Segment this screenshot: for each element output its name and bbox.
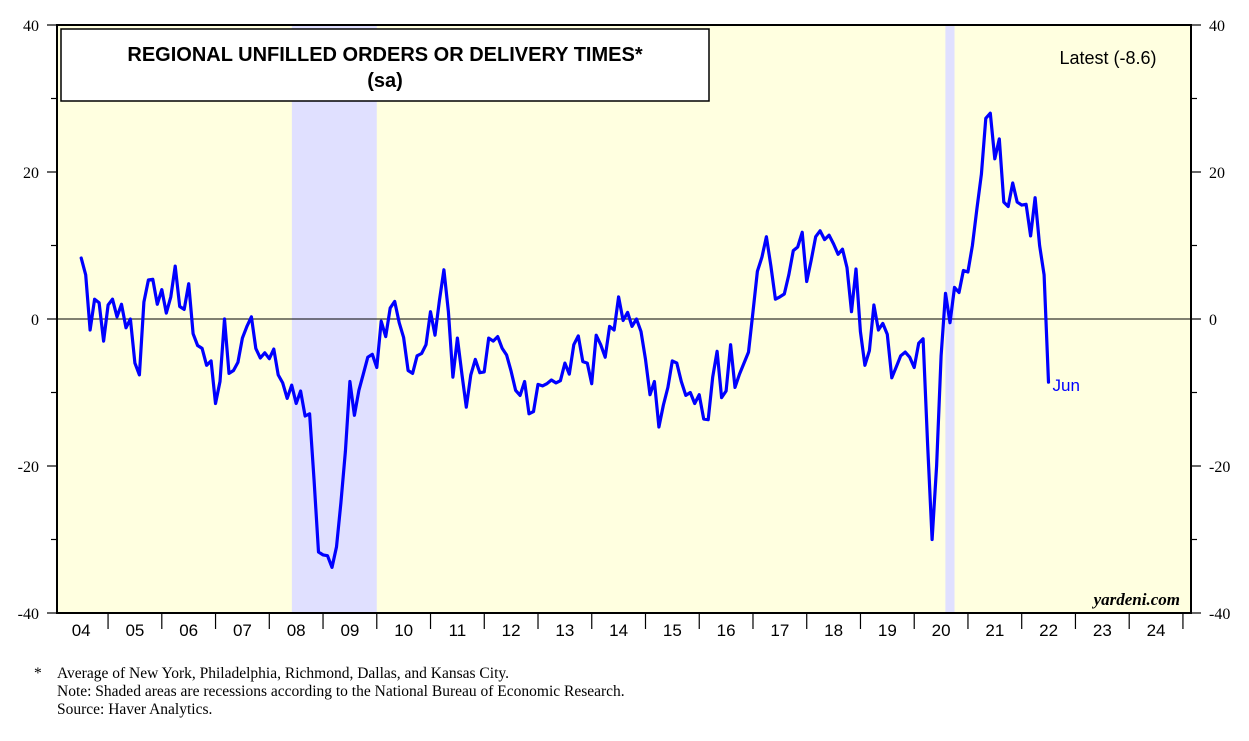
series-line-1 — [79, 111, 1051, 570]
x-tick-label: 09 — [340, 621, 359, 640]
watermark: yardeni.com — [1092, 590, 1180, 609]
y-tick-label-left: -20 — [18, 459, 39, 476]
y-tick-label-left: 40 — [23, 18, 39, 35]
y-tick-label-right: -40 — [1209, 606, 1230, 623]
footnote-marker: * — [34, 665, 42, 682]
x-tick-label: 08 — [287, 621, 306, 640]
x-tick-label: 06 — [179, 621, 198, 640]
x-tick-label: 20 — [932, 621, 951, 640]
y-tick-label-left: -40 — [18, 606, 39, 623]
x-tick-label: 15 — [663, 621, 682, 640]
chart: -40 -20 0 20 40 -40 -20 0 20 40 04 05 06 07 08 09 10 11… — [18, 18, 1231, 640]
title-box: REGIONAL UNFILLED ORDERS OR DELIVERY TIM… — [60, 28, 710, 102]
x-tick-label: 16 — [717, 621, 736, 640]
footnote-note: Note: Shaded areas are recessions accord… — [57, 683, 625, 700]
x-tick-label: 18 — [824, 621, 843, 640]
y-tick-label-right: -20 — [1209, 459, 1230, 476]
latest-value-label: Latest (-8.6) — [1059, 48, 1156, 68]
x-tick-label: 23 — [1093, 621, 1112, 640]
x-tick-label: 12 — [502, 621, 521, 640]
end-point-label: Jun — [1053, 376, 1080, 395]
tick-marks — [47, 24, 1201, 629]
y-axis-right: -40 -20 0 20 40 — [1209, 18, 1230, 623]
y-tick-label-left: 20 — [23, 165, 39, 182]
x-tick-label: 13 — [555, 621, 574, 640]
series-layer — [79, 111, 1051, 570]
x-tick-label: 14 — [609, 621, 628, 640]
x-tick-label: 11 — [449, 621, 467, 640]
y-tick-label-left: 0 — [31, 312, 39, 329]
x-tick-label: 07 — [233, 621, 252, 640]
x-axis: 04 05 06 07 08 09 10 11 12 13 14 15 16 17 18 19 20 21 22 23… — [72, 621, 1166, 640]
x-tick-label: 04 — [72, 621, 91, 640]
x-tick-label: 19 — [878, 621, 897, 640]
x-tick-label: 17 — [770, 621, 789, 640]
y-axis-left: -40 -20 0 20 40 — [18, 18, 39, 623]
x-tick-label: 05 — [125, 621, 144, 640]
y-tick-label-right: 0 — [1209, 312, 1217, 329]
x-tick-label: 24 — [1147, 621, 1166, 640]
footnotes: * Average of New York, Philadelphia, Ric… — [34, 665, 625, 719]
chart-subtitle: (sa) — [367, 70, 403, 92]
chart-title: REGIONAL UNFILLED ORDERS OR DELIVERY TIM… — [127, 44, 642, 66]
x-tick-label: 21 — [985, 621, 1004, 640]
y-tick-label-right: 40 — [1209, 18, 1225, 35]
footnote-line: Average of New York, Philadelphia, Richm… — [57, 665, 510, 682]
x-tick-label: 10 — [394, 621, 413, 640]
x-tick-label: 22 — [1039, 621, 1058, 640]
footnote-source: Source: Haver Analytics. — [57, 701, 213, 718]
y-tick-label-right: 20 — [1209, 165, 1225, 182]
